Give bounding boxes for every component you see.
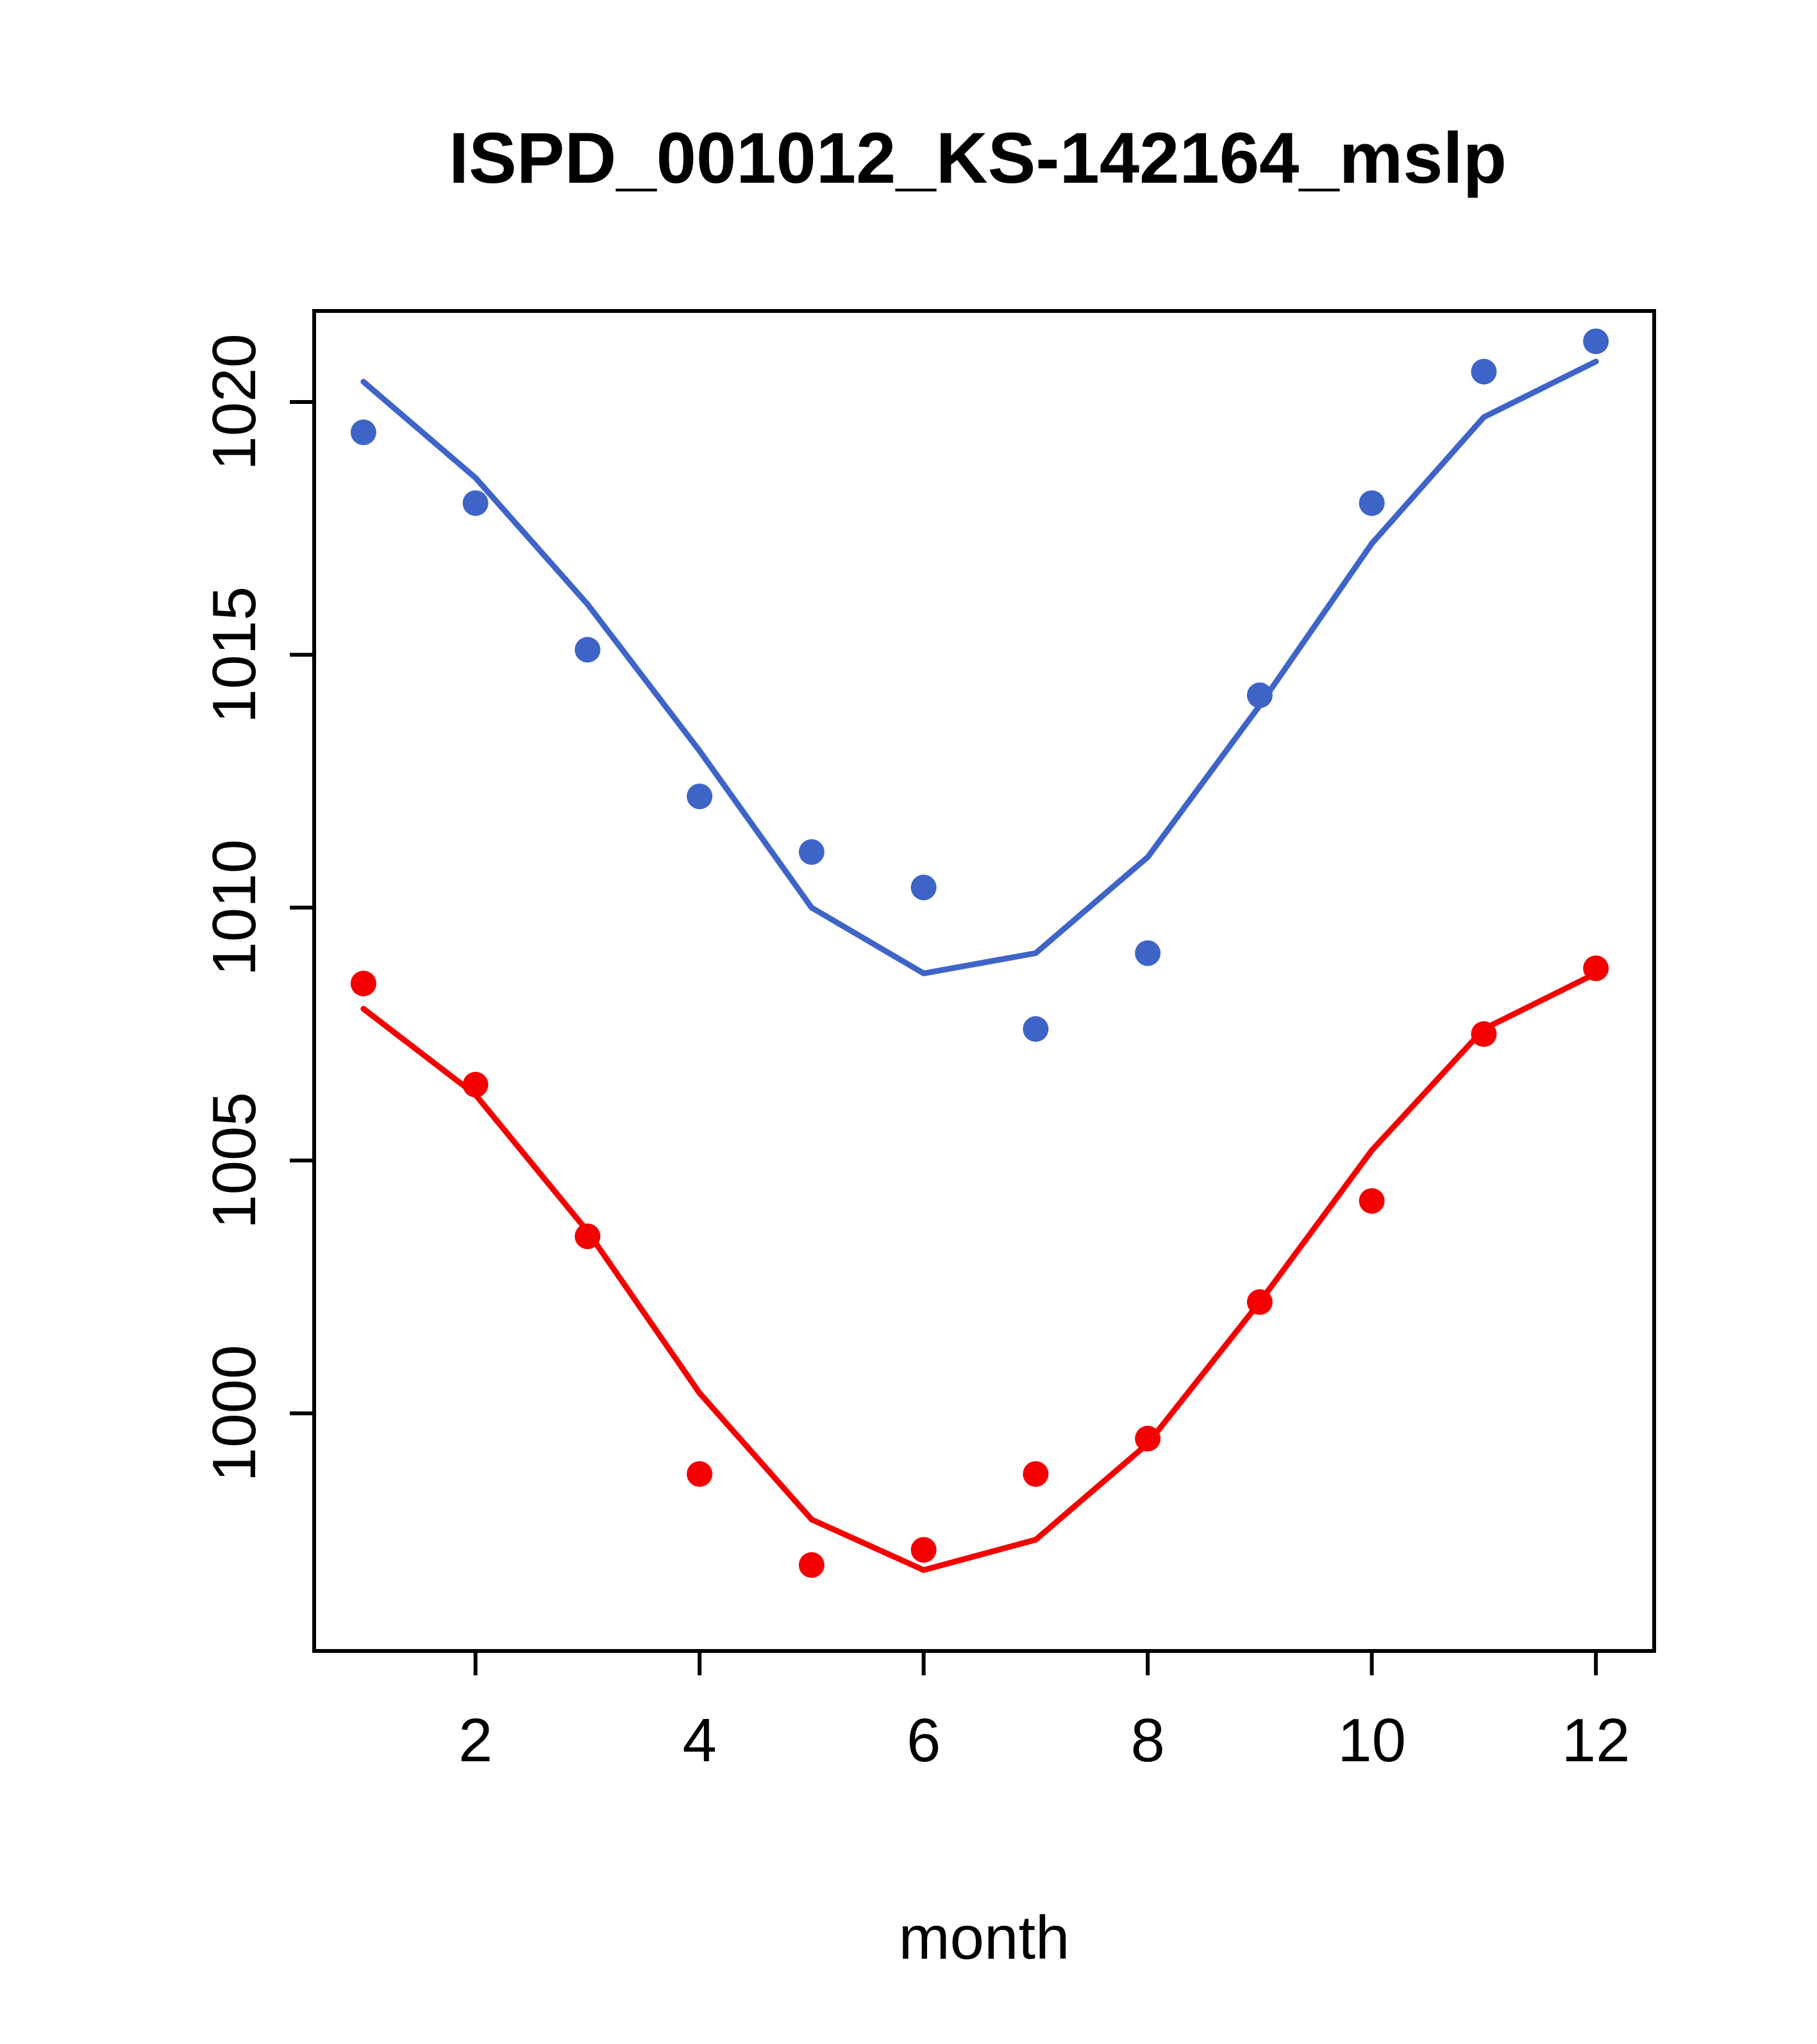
blue-points-monthly-marker (462, 490, 489, 516)
red-points-monthly-marker (1135, 1425, 1161, 1452)
blue-points-monthly-marker (1246, 682, 1273, 708)
y-tick-label: 1020 (200, 333, 269, 471)
red-points-monthly-marker (1583, 955, 1609, 982)
x-tick-label: 10 (1337, 1706, 1406, 1775)
red-points-monthly-marker (462, 1071, 489, 1098)
blue-points-monthly-marker (350, 419, 376, 446)
red-points-monthly-marker (1246, 1289, 1273, 1315)
blue-line-fit (360, 358, 1599, 976)
x-tick-label: 12 (1562, 1706, 1630, 1775)
red-line-fit (360, 970, 1599, 1573)
blue-points-monthly-marker (798, 839, 825, 865)
blue-points-monthly-marker (687, 783, 713, 810)
plot-box (312, 309, 1656, 1653)
y-tick-label: 1015 (200, 587, 269, 724)
blue-points-monthly-marker (1471, 358, 1497, 385)
chart-title: ISPD_001012_KS-142164_mslp (449, 118, 1507, 198)
blue-points-monthly-marker (910, 875, 937, 901)
blue-points-monthly-marker (1583, 328, 1609, 355)
red-points-monthly-marker (1023, 1461, 1049, 1487)
red-points-monthly-marker (910, 1537, 937, 1563)
blue-points-monthly-marker (1023, 1016, 1049, 1042)
y-tick-label: 1010 (200, 839, 269, 976)
blue-points-monthly-marker (574, 637, 601, 663)
x-tick-label: 6 (907, 1706, 941, 1775)
x-tick-label: 2 (458, 1706, 492, 1775)
x-tick-label: 4 (682, 1706, 716, 1775)
x-tick-label: 8 (1130, 1706, 1164, 1775)
red-points-monthly-marker (350, 970, 376, 996)
red-points-monthly-marker (687, 1461, 713, 1487)
red-points-monthly-marker (1359, 1188, 1385, 1214)
blue-points-monthly-marker (1359, 490, 1385, 516)
red-points-monthly-marker (1471, 1021, 1497, 1047)
axes-layer: 2 4 6 8 10 12 1000 1005 1010 1015 1020 (200, 333, 1630, 1775)
y-tick-label: 1000 (200, 1345, 269, 1482)
red-points-monthly-marker (574, 1223, 601, 1250)
y-tick-label: 1005 (200, 1092, 269, 1229)
series-layer (350, 328, 1609, 1578)
blue-points-monthly-marker (1135, 940, 1161, 966)
red-points-monthly-marker (798, 1552, 825, 1578)
x-axis-title: month (899, 1904, 1070, 1972)
